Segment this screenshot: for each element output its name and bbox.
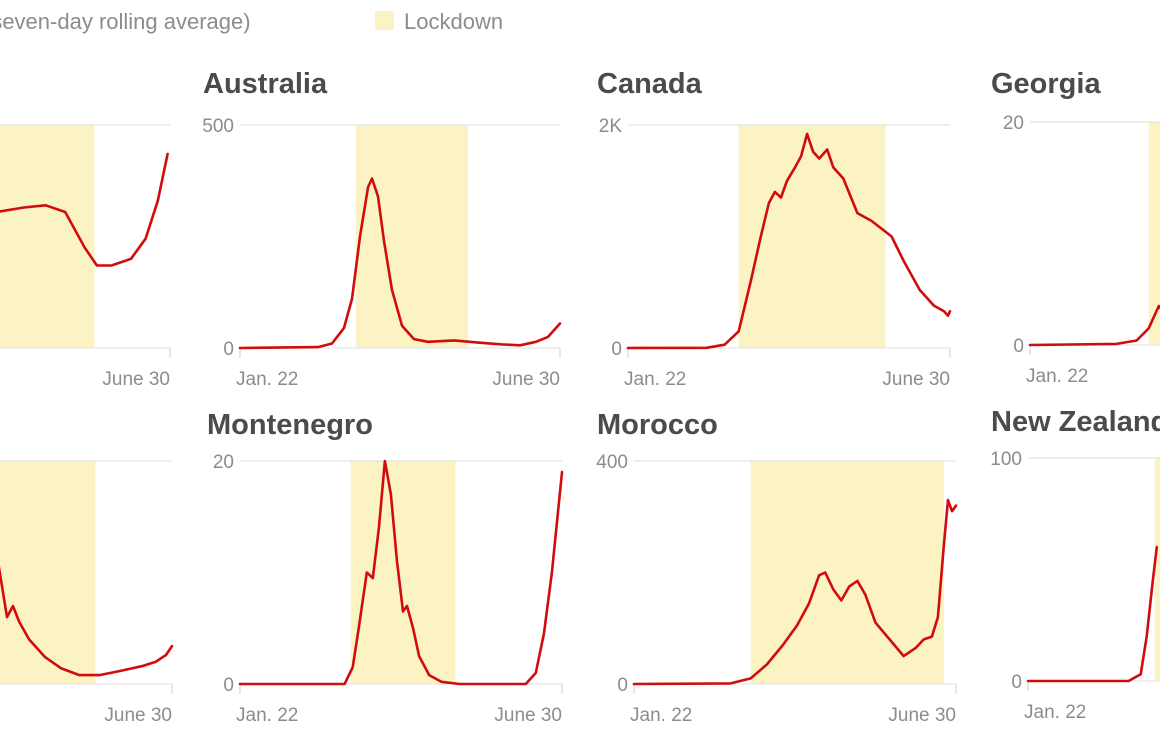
x-tick-label-start: Jan. 22 [624,369,686,390]
lockdown-band [0,125,95,348]
legend-series-label: (seven-day rolling average) [0,9,251,34]
series-line [0,152,169,267]
x-tick-label-start: Jan. 22 [236,369,298,390]
panel-title-georgia: Georgia [991,68,1101,100]
lockdown-band [356,125,468,348]
y-tick-label-max: 500 [202,116,234,137]
panel-title-montenegro: Montenegro [207,409,373,441]
panel-title-australia: Australia [203,68,328,100]
x-tick-label-start: Jan. 22 [236,705,298,726]
x-tick-label-end: June 30 [492,369,560,390]
series-line [1026,545,1159,683]
panel-title-morocco: Morocco [597,409,718,441]
x-tick-label-start: Jan. 22 [1026,366,1088,387]
x-tick-label-end: June 30 [104,705,172,726]
y-tick-label-zero: 0 [223,339,234,360]
panel-title-canada: Canada [597,68,702,100]
legend-lockdown-label: Lockdown [404,9,504,34]
y-tick-label-zero: 0 [223,675,234,696]
series-line [1028,304,1160,347]
x-tick-label-start: Jan. 22 [1024,702,1086,723]
lockdown-band [1154,458,1160,681]
x-tick-label-end: June 30 [494,705,562,726]
series-line [632,498,958,686]
y-tick-label-zero: 0 [617,675,628,696]
y-tick-label-zero: 0 [1013,336,1024,357]
series-line [626,132,952,350]
x-tick-label-end: June 30 [882,369,950,390]
x-tick-label-end: June 30 [102,369,170,390]
y-tick-label-zero: 0 [1011,672,1022,693]
y-tick-label-max: 100 [990,449,1022,470]
y-tick-label-max: 400 [596,452,628,473]
lockdown-band [1148,122,1160,345]
chart-legend: (seven-day rolling average) Lockdown [0,0,1160,45]
y-tick-label-max: 20 [213,452,234,473]
y-tick-label-max: 20 [1003,113,1024,134]
y-tick-label-max: 2K [599,116,623,137]
legend-lockdown-swatch [375,11,394,30]
panel-title-new-zealand: New Zealand [991,406,1160,438]
series-line [238,459,564,686]
series-line [0,565,174,677]
x-tick-label-end: June 30 [888,705,956,726]
x-tick-label-start: Jan. 22 [630,705,692,726]
y-tick-label-zero: 0 [611,339,622,360]
lockdown-band [0,461,96,684]
lockdown-band [738,125,886,348]
series-line [238,177,562,350]
